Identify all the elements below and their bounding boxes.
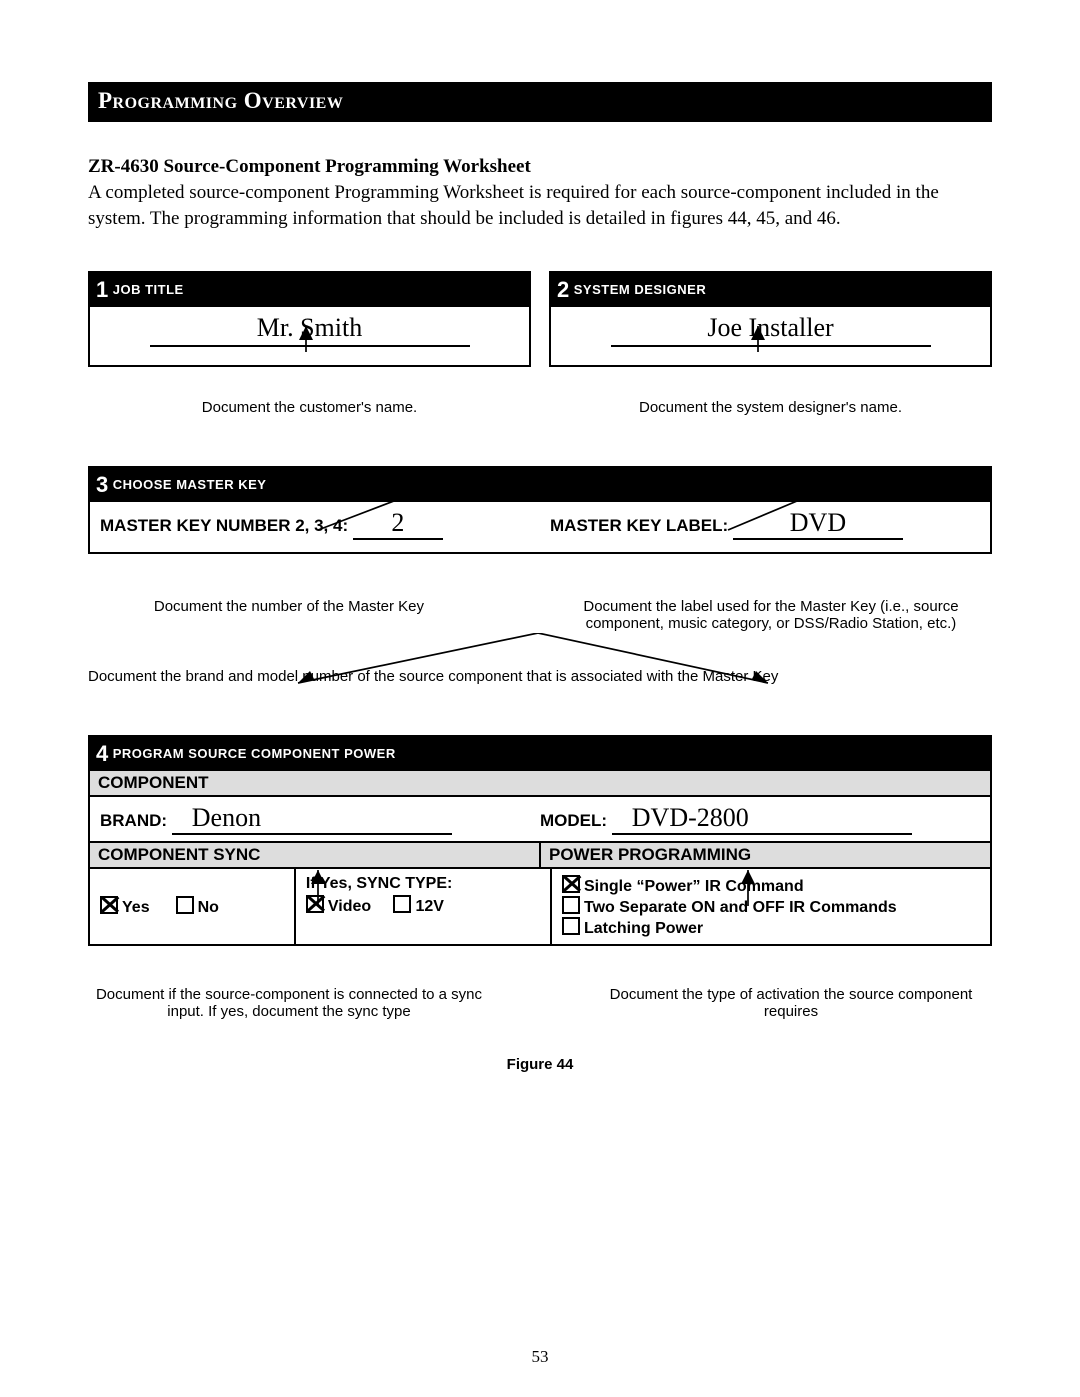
master-key-label-label: MASTER KEY LABEL: — [550, 516, 728, 535]
box-job-title: 1 JOB TITLE Mr. Smith — [88, 271, 531, 367]
checkbox-latching-icon — [562, 917, 580, 935]
brand-value: Denon — [172, 803, 452, 835]
sync-yes: Yes — [100, 896, 150, 917]
box4-num: 4 — [96, 741, 109, 767]
box3-note-left: Document the number of the Master Key — [88, 598, 490, 632]
intro-paragraph: A completed source-component Programming… — [88, 180, 992, 231]
brand-label: BRAND: — [100, 811, 167, 830]
checkbox-two-commands-icon — [562, 896, 580, 914]
box2-num: 2 — [557, 277, 570, 303]
figure-label: Figure 44 — [88, 1056, 992, 1073]
component-sync-header: COMPONENT SYNC — [88, 843, 539, 869]
sync-type-label: If Yes, SYNC TYPE: — [306, 875, 540, 893]
power-opt1: Single “Power” IR Command — [562, 875, 980, 896]
box2-title: SYSTEM DESIGNER — [574, 282, 706, 297]
box4-note-left: Document if the source-component is conn… — [88, 986, 490, 1020]
power-programming-header: POWER PROGRAMMING — [539, 843, 992, 869]
model-label: MODEL: — [540, 811, 607, 830]
box1-note: Document the customer's name. — [88, 399, 531, 416]
master-key-number-value: 2 — [353, 508, 443, 540]
sync-video: Video — [306, 898, 371, 915]
box-system-designer: 2 SYSTEM DESIGNER Joe Installer — [549, 271, 992, 367]
section-banner: Programming Overview — [88, 82, 992, 122]
box2-note: Document the system designer's name. — [549, 399, 992, 416]
box4-intro: Document the brand and model number of t… — [88, 668, 992, 685]
sync-no: No — [176, 896, 219, 917]
box4-title: PROGRAM SOURCE COMPONENT POWER — [113, 746, 396, 761]
model-value: DVD-2800 — [612, 803, 912, 835]
checkbox-yes-icon — [100, 896, 118, 914]
job-title-value: Mr. Smith — [150, 313, 470, 347]
power-opt3: Latching Power — [562, 917, 980, 938]
box3-num: 3 — [96, 472, 109, 498]
checkbox-no-icon — [176, 896, 194, 914]
box1-title: JOB TITLE — [113, 282, 184, 297]
box3-title: CHOOSE MASTER KEY — [113, 477, 267, 492]
component-header: COMPONENT — [88, 771, 992, 797]
box4-note-right: Document the type of activation the sour… — [590, 986, 992, 1020]
master-key-label-value: DVD — [733, 508, 903, 540]
box3-note-right: Document the label used for the Master K… — [550, 598, 992, 632]
checkbox-12v-icon — [393, 895, 411, 913]
box-program-power: 4 PROGRAM SOURCE COMPONENT POWER COMPONEN… — [88, 735, 992, 946]
master-key-number-label: MASTER KEY NUMBER 2, 3, 4: — [100, 516, 348, 535]
power-opt2: Two Separate ON and OFF IR Commands — [562, 896, 980, 917]
checkbox-video-icon — [306, 895, 324, 913]
checkbox-single-power-icon — [562, 875, 580, 893]
worksheet-subhead: ZR-4630 Source-Component Programming Wor… — [88, 156, 992, 178]
sync-12v: 12V — [393, 898, 443, 915]
box1-num: 1 — [96, 277, 109, 303]
page-number: 53 — [0, 1347, 1080, 1367]
system-designer-value: Joe Installer — [611, 313, 931, 347]
box-master-key: 3 CHOOSE MASTER KEY MASTER KEY NUMBER 2, … — [88, 466, 992, 554]
